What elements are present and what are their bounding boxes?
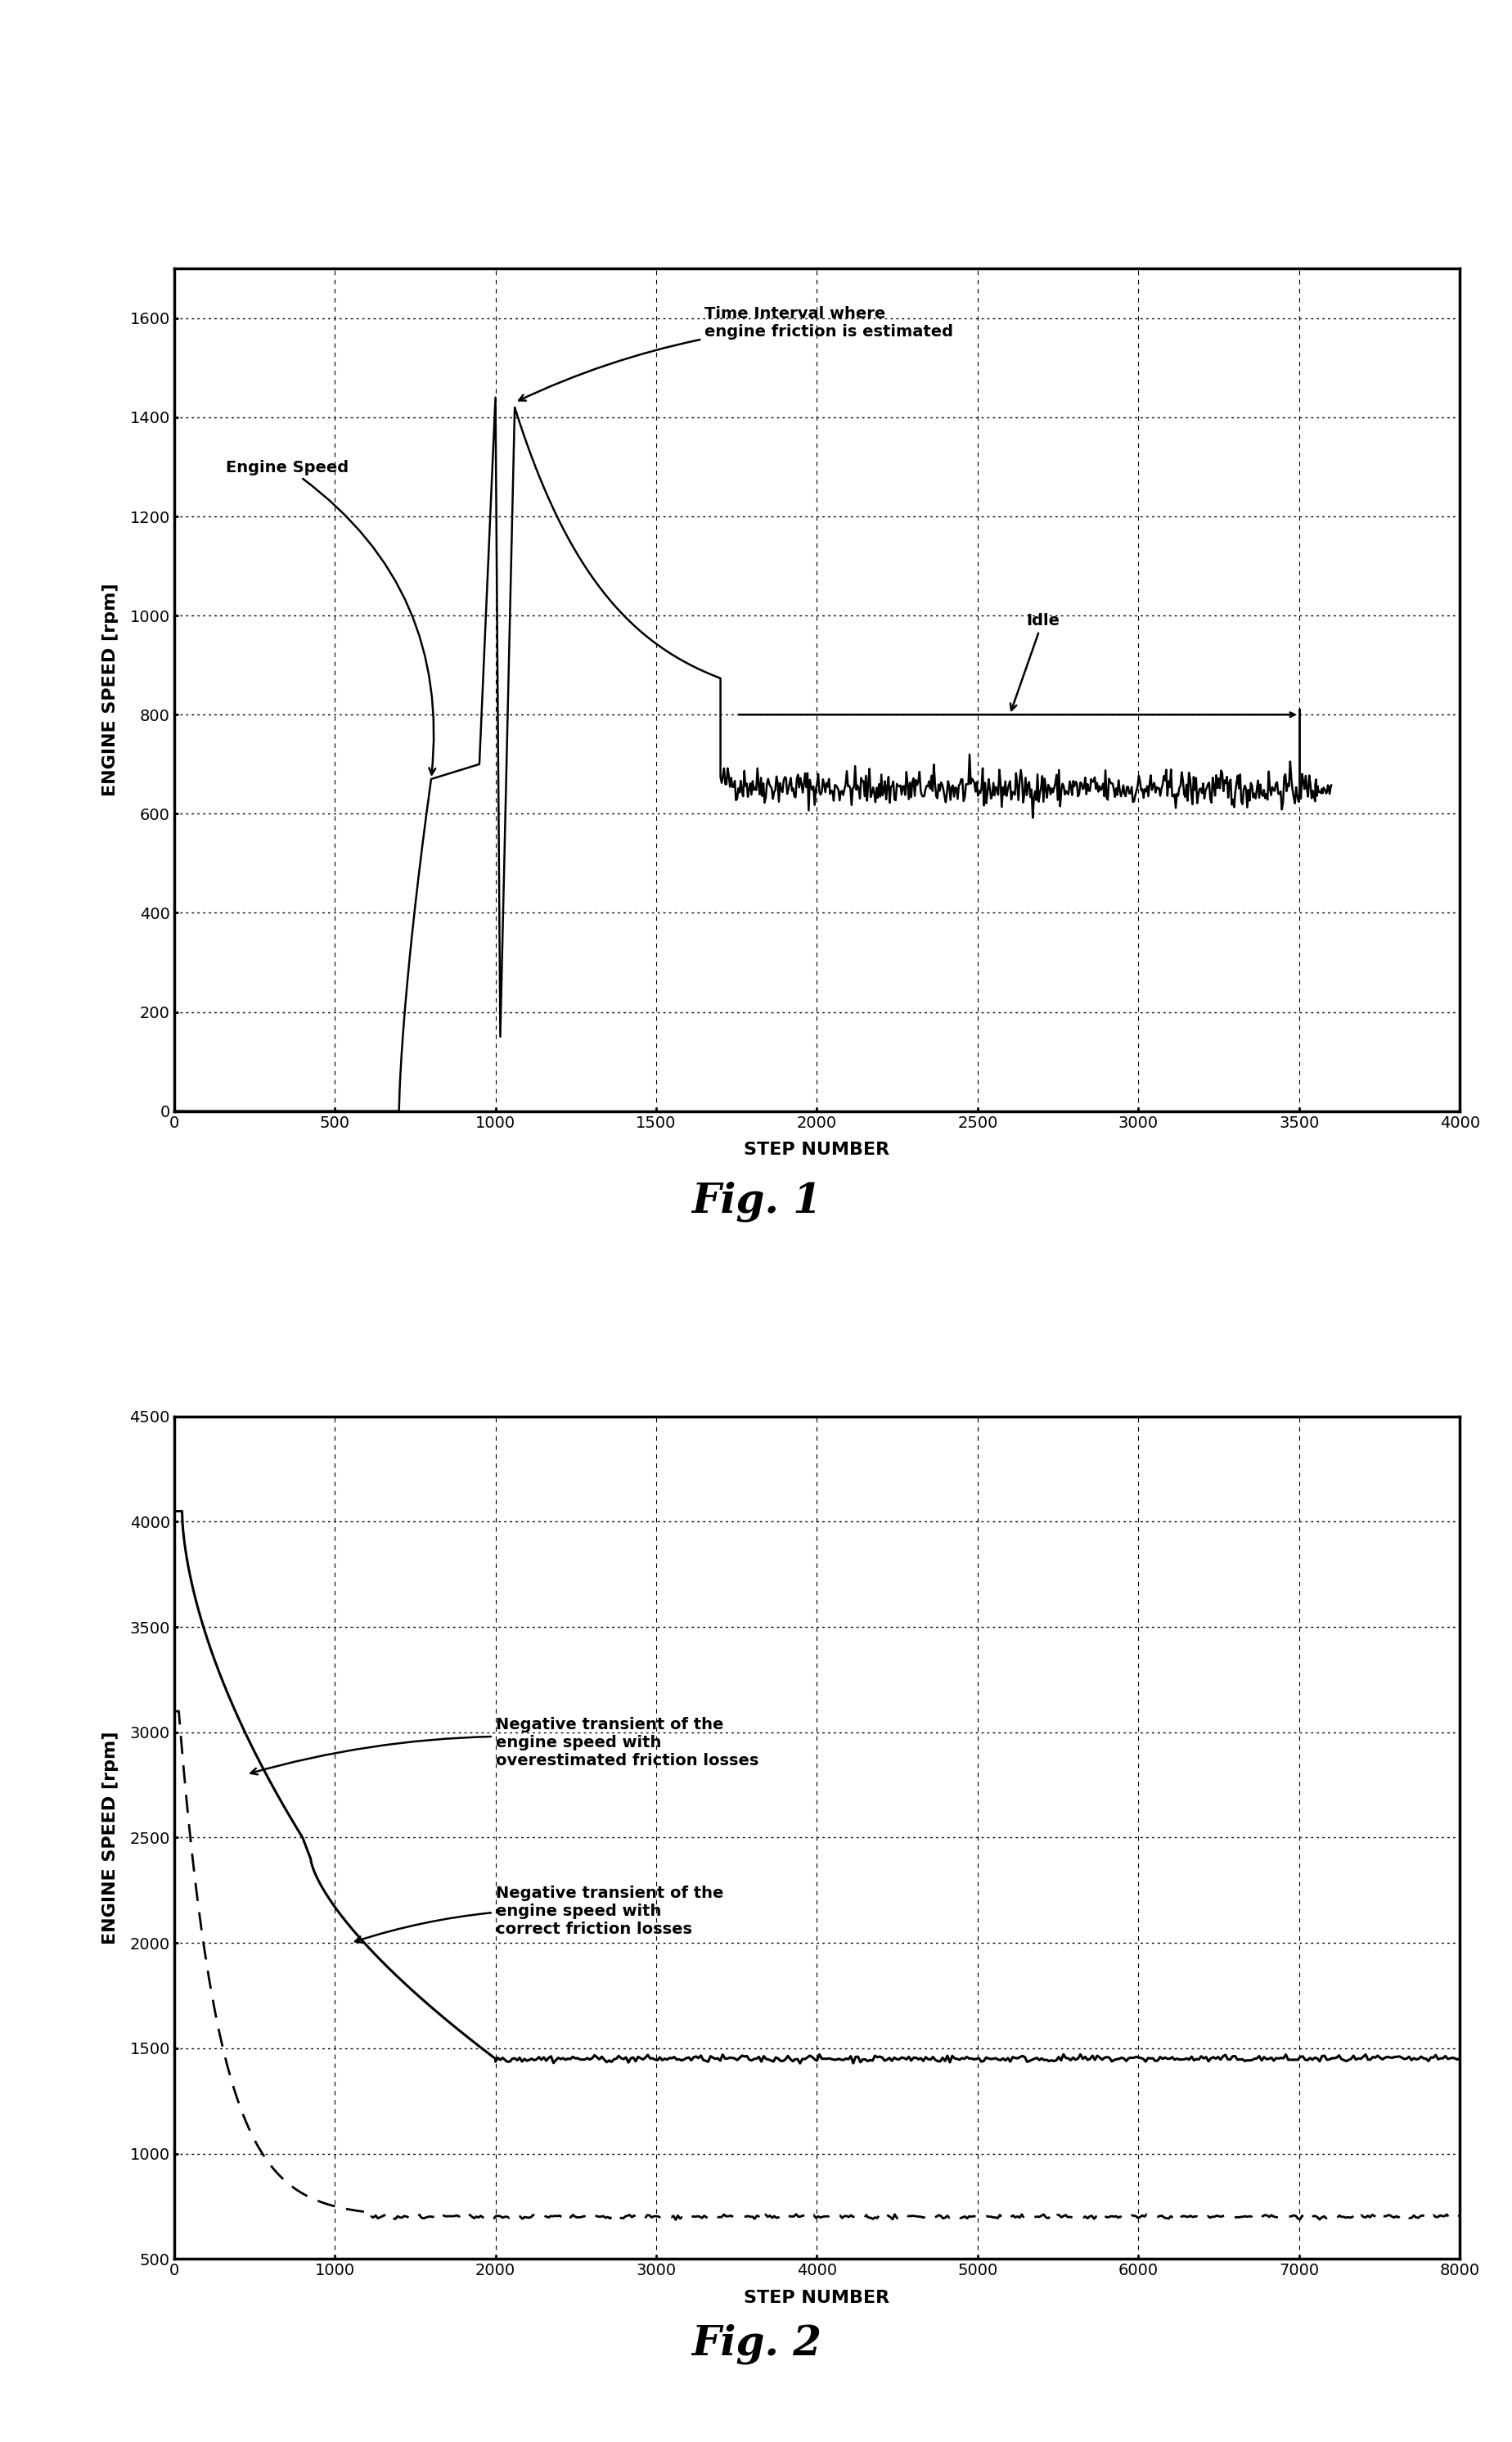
Text: Idle: Idle — [1010, 613, 1058, 711]
Text: Engine Speed: Engine Speed — [225, 459, 435, 774]
Text: Negative transient of the
engine speed with
correct friction losses: Negative transient of the engine speed w… — [355, 1885, 723, 1941]
Text: Fig. 2: Fig. 2 — [691, 2325, 821, 2364]
Text: Negative transient of the
engine speed with
overestimated friction losses: Negative transient of the engine speed w… — [251, 1717, 758, 1775]
Text: Time Interval where
engine friction is estimated: Time Interval where engine friction is e… — [519, 305, 953, 400]
Y-axis label: ENGINE SPEED [rpm]: ENGINE SPEED [rpm] — [101, 1731, 118, 1944]
X-axis label: STEP NUMBER: STEP NUMBER — [744, 2291, 889, 2305]
X-axis label: STEP NUMBER: STEP NUMBER — [744, 1143, 889, 1158]
Y-axis label: ENGINE SPEED [rpm]: ENGINE SPEED [rpm] — [101, 584, 118, 796]
Text: Fig. 1: Fig. 1 — [691, 1182, 821, 1221]
